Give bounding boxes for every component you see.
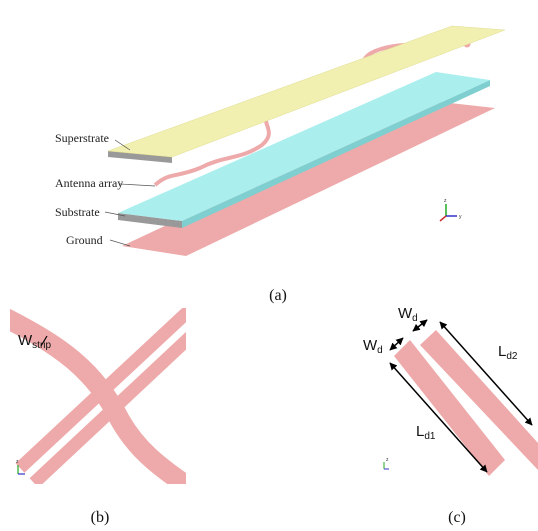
dimension-label: Wd xyxy=(398,305,418,324)
symbol: L xyxy=(498,343,506,360)
label: Ground xyxy=(66,233,103,247)
subscript: d2 xyxy=(506,351,518,362)
symbol: W xyxy=(398,305,413,322)
label: Antenna array xyxy=(55,176,123,190)
axis-label: z xyxy=(444,198,447,204)
symbol: L xyxy=(416,423,424,440)
dimension-label: Wd xyxy=(363,337,383,356)
axis-label: y xyxy=(459,214,462,220)
label: Substrate xyxy=(55,205,100,219)
axis-label: z xyxy=(386,457,389,463)
label: Superstrate xyxy=(55,131,109,145)
panel-b: Wstrip z (b) xyxy=(0,305,205,526)
substrate-edge-side xyxy=(182,80,490,228)
subscript: d1 xyxy=(424,431,436,442)
symbol: W xyxy=(18,332,33,349)
panel-c: Wd Wd Ld2 Ld1 z (c) xyxy=(363,305,538,526)
caption: (a) xyxy=(269,287,287,304)
axis-triad: z xyxy=(384,457,389,469)
axis-triad: z y xyxy=(440,198,462,221)
subscript: d xyxy=(377,345,383,356)
subscript: d xyxy=(412,313,418,324)
dimension-label: Ld2 xyxy=(498,343,518,362)
symbol: W xyxy=(363,337,378,354)
dimension-label: Ld1 xyxy=(416,423,436,442)
panel-a: Superstrate Antenna array Substrate Grou… xyxy=(55,26,505,304)
caption: (c) xyxy=(448,509,466,526)
ground-layer xyxy=(122,101,495,256)
figure: Superstrate Antenna array Substrate Grou… xyxy=(0,0,538,531)
caption: (b) xyxy=(91,509,110,526)
subscript: strip xyxy=(32,340,51,351)
